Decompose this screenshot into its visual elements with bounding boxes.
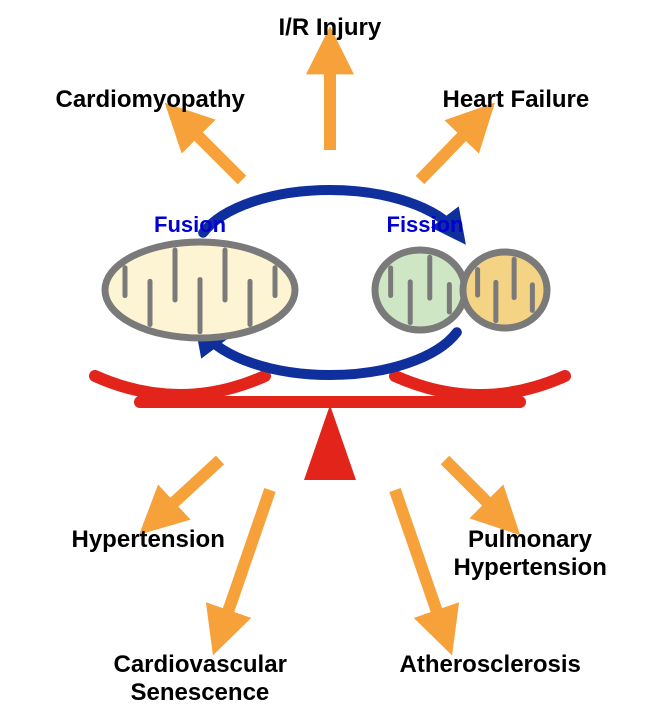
label-hypertension: Hypertension (72, 526, 225, 554)
mitochondrion-fissioned-b (463, 252, 547, 328)
balance-pan (395, 376, 565, 395)
label-atherosclerosis: Atherosclerosis (400, 651, 581, 679)
balance-scale (95, 376, 565, 480)
label-cardiomyopathy: Cardiomyopathy (56, 86, 245, 114)
arrow-cv-senescence (220, 490, 270, 635)
label-pulmonary-l1: Pulmonary (468, 526, 592, 554)
label-cv-senescence-l2: Senescence (131, 679, 270, 707)
mitochondrion-fused (105, 242, 295, 338)
balance-pan (95, 376, 265, 395)
balance-pivot (304, 405, 356, 480)
label-fission: Fission (387, 212, 464, 238)
label-cv-senescence-l1: Cardiovascular (114, 651, 287, 679)
label-fusion: Fusion (154, 212, 226, 238)
diagram-root: I/R Injury Cardiomyopathy Heart Failure … (0, 0, 661, 722)
label-heart-failure: Heart Failure (443, 86, 590, 114)
mitochondrion-fissioned-a (375, 250, 465, 330)
arrow-cardiomyopathy (180, 118, 242, 180)
label-pulmonary-l2: Hypertension (454, 554, 607, 582)
arrow-heart-failure (420, 118, 480, 180)
label-ir-injury: I/R Injury (279, 14, 382, 42)
arrow-atherosclerosis (395, 490, 445, 635)
mitochondria-group (105, 242, 547, 338)
arrow-hypertension (155, 460, 220, 520)
cycle-arrow-fission-to-fusion (203, 332, 457, 375)
arrow-pulmonary (445, 460, 505, 520)
